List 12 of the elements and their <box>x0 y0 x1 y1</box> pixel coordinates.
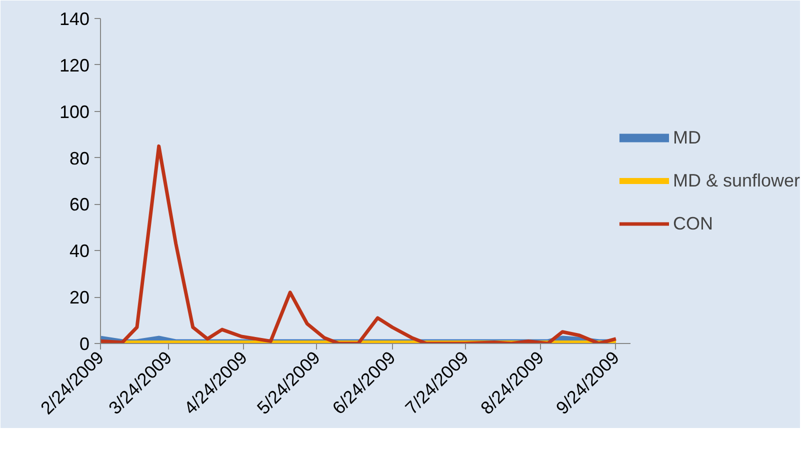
y-tick-label: 60 <box>69 194 90 215</box>
legend-label: MD <box>672 127 701 148</box>
legend-label: CON <box>672 213 713 234</box>
legend-label: MD & sunflower <box>672 170 800 191</box>
y-tick-label: 80 <box>69 148 90 168</box>
y-tick-label: 120 <box>59 55 90 76</box>
y-tick-label: 0 <box>79 334 90 354</box>
line-series <box>100 144 618 344</box>
y-tick-label: 100 <box>59 102 90 122</box>
y-tick-label: 40 <box>69 241 90 262</box>
y-tick-label: 140 <box>59 9 90 29</box>
y-tick-label: 20 <box>69 288 90 308</box>
